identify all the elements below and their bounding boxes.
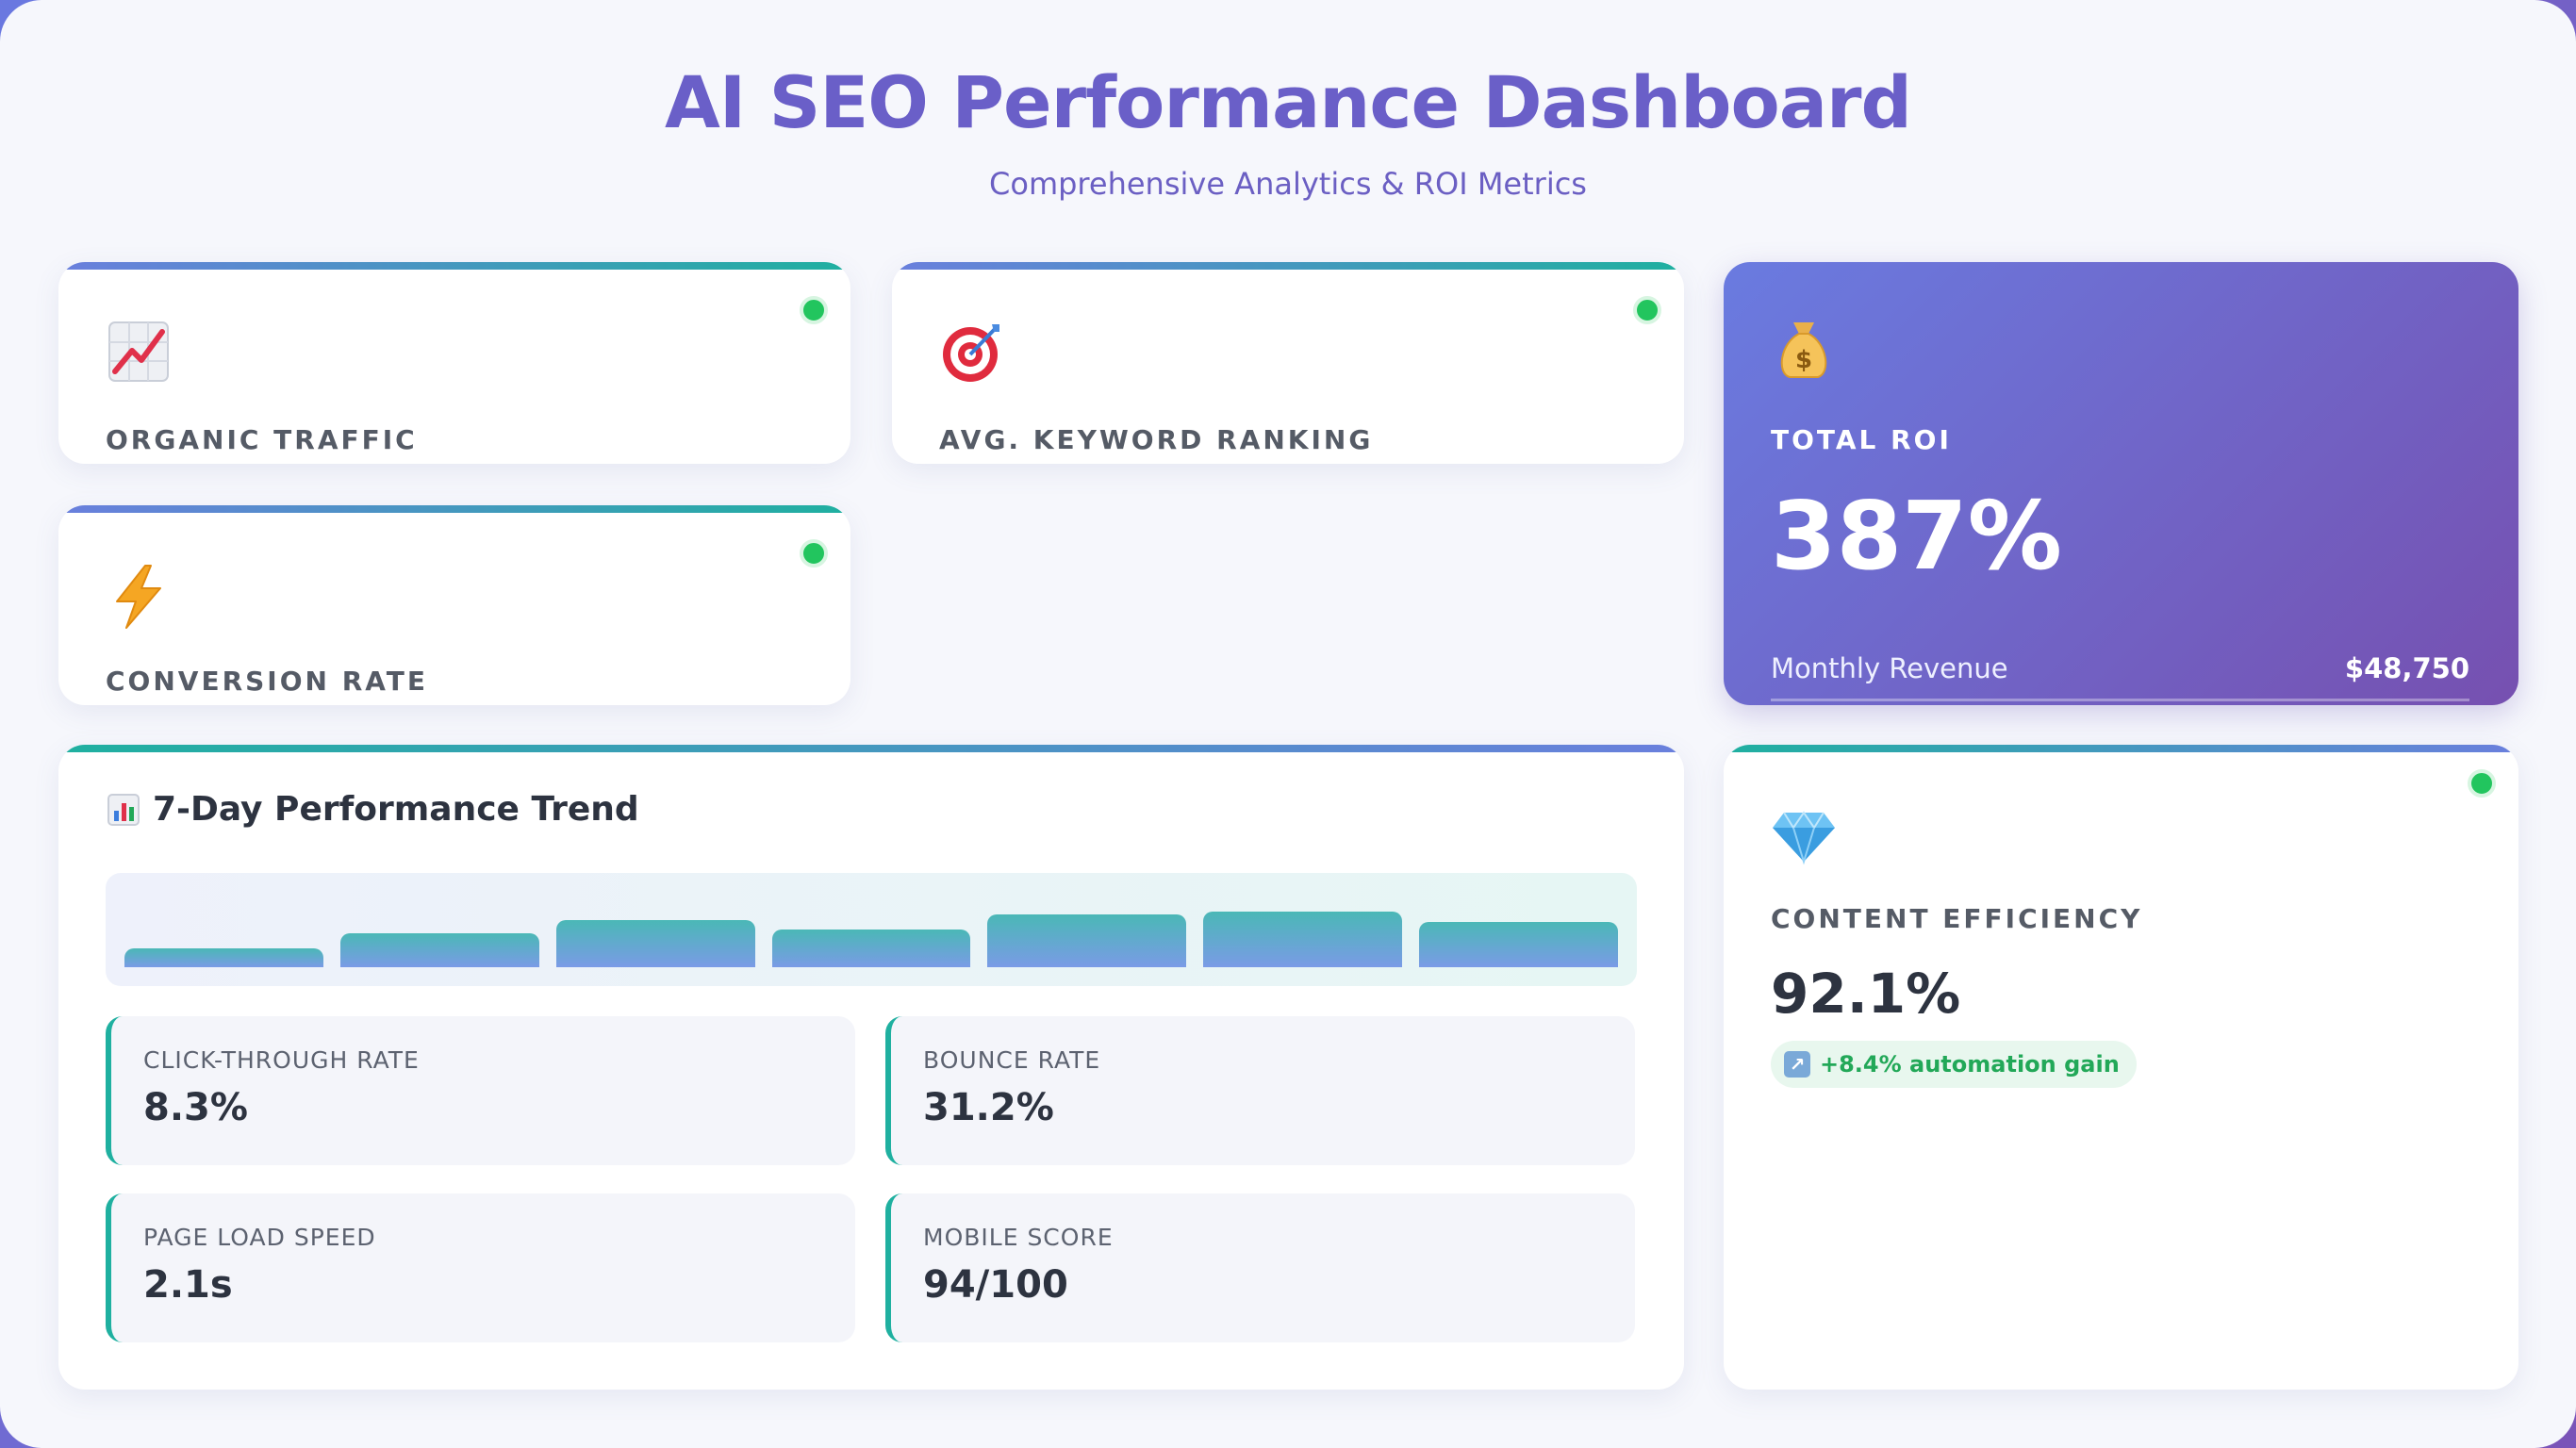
- metric-card-organic-traffic[interactable]: ORGANIC TRAFFIC: [58, 262, 850, 464]
- target-icon: [943, 324, 999, 382]
- trend-title-text: 7-Day Performance Trend: [153, 790, 639, 829]
- stat-value: 94/100: [923, 1263, 1068, 1307]
- roi-divider: [1771, 699, 2469, 701]
- trend-bar: [1419, 922, 1618, 967]
- chart-increasing-icon: [108, 321, 169, 382]
- monthly-revenue-value: $48,750: [2344, 652, 2469, 684]
- trend-title: 7-Day Performance Trend: [107, 790, 639, 829]
- efficiency-value: 92.1%: [1771, 962, 1961, 1026]
- trend-bar: [124, 948, 323, 967]
- stat-value: 31.2%: [923, 1086, 1054, 1129]
- trend-bar: [771, 930, 971, 967]
- status-indicator: [1633, 296, 1661, 324]
- trend-bar: [339, 933, 539, 967]
- trend-chart: [106, 873, 1637, 986]
- stat-value: 2.1s: [143, 1263, 233, 1307]
- stat-card-mobile-score: MOBILE SCORE 94/100: [885, 1193, 1635, 1342]
- metric-card-content-efficiency[interactable]: CONTENT EFFICIENCY 92.1% ↗ +8.4% automat…: [1724, 745, 2518, 1390]
- stat-card-page-load-speed: PAGE LOAD SPEED 2.1s: [106, 1193, 855, 1342]
- card-accent-bar: [892, 262, 1684, 270]
- badge-text: +8.4% automation gain: [1820, 1051, 2120, 1078]
- card-accent-bar: [58, 505, 850, 513]
- trend-bar: [555, 920, 755, 967]
- stat-card-ctr: CLICK-THROUGH RATE 8.3%: [106, 1016, 855, 1165]
- automation-gain-badge: ↗ +8.4% automation gain: [1771, 1041, 2137, 1088]
- page-subtitle: Comprehensive Analytics & ROI Metrics: [989, 166, 1587, 202]
- metric-label: CONTENT EFFICIENCY: [1771, 903, 2143, 934]
- metric-card-conversion-rate[interactable]: CONVERSION RATE: [58, 505, 850, 705]
- roi-label: TOTAL ROI: [1771, 424, 1952, 455]
- card-accent-bar: [58, 745, 1684, 752]
- trend-bar: [987, 914, 1187, 967]
- card-accent-bar: [1724, 745, 2518, 752]
- metric-card-keyword-ranking[interactable]: AVG. KEYWORD RANKING: [892, 262, 1684, 464]
- status-indicator: [2468, 769, 2496, 798]
- total-roi-card[interactable]: $ TOTAL ROI 387% Monthly Revenue $48,750: [1724, 262, 2518, 705]
- metric-label: ORGANIC TRAFFIC: [106, 424, 418, 455]
- card-accent-bar: [58, 262, 850, 270]
- metric-label: AVG. KEYWORD RANKING: [939, 424, 1374, 455]
- stat-value: 8.3%: [143, 1086, 248, 1129]
- money-bag-icon: $: [1780, 322, 1827, 378]
- lightning-icon: [116, 565, 161, 629]
- stat-label: PAGE LOAD SPEED: [143, 1224, 376, 1251]
- page-title: AI SEO Performance Dashboard: [665, 60, 1912, 144]
- stat-card-bounce-rate: BOUNCE RATE 31.2%: [885, 1016, 1635, 1165]
- gem-icon: [1773, 811, 1835, 865]
- bar-chart-icon: [107, 793, 140, 826]
- roi-value: 387%: [1771, 481, 2062, 591]
- performance-trend-card: 7-Day Performance Trend CLICK-THROUGH RA…: [58, 745, 1684, 1390]
- stat-label: CLICK-THROUGH RATE: [143, 1046, 420, 1074]
- monthly-revenue-label: Monthly Revenue: [1771, 652, 2008, 684]
- metric-label: CONVERSION RATE: [106, 666, 428, 697]
- status-indicator: [800, 539, 828, 568]
- trend-bar: [1203, 912, 1403, 967]
- svg-text:$: $: [1795, 346, 1812, 374]
- status-indicator: [800, 296, 828, 324]
- stat-label: MOBILE SCORE: [923, 1224, 1114, 1251]
- stat-label: BOUNCE RATE: [923, 1046, 1101, 1074]
- arrow-up-right-icon: ↗: [1784, 1051, 1810, 1078]
